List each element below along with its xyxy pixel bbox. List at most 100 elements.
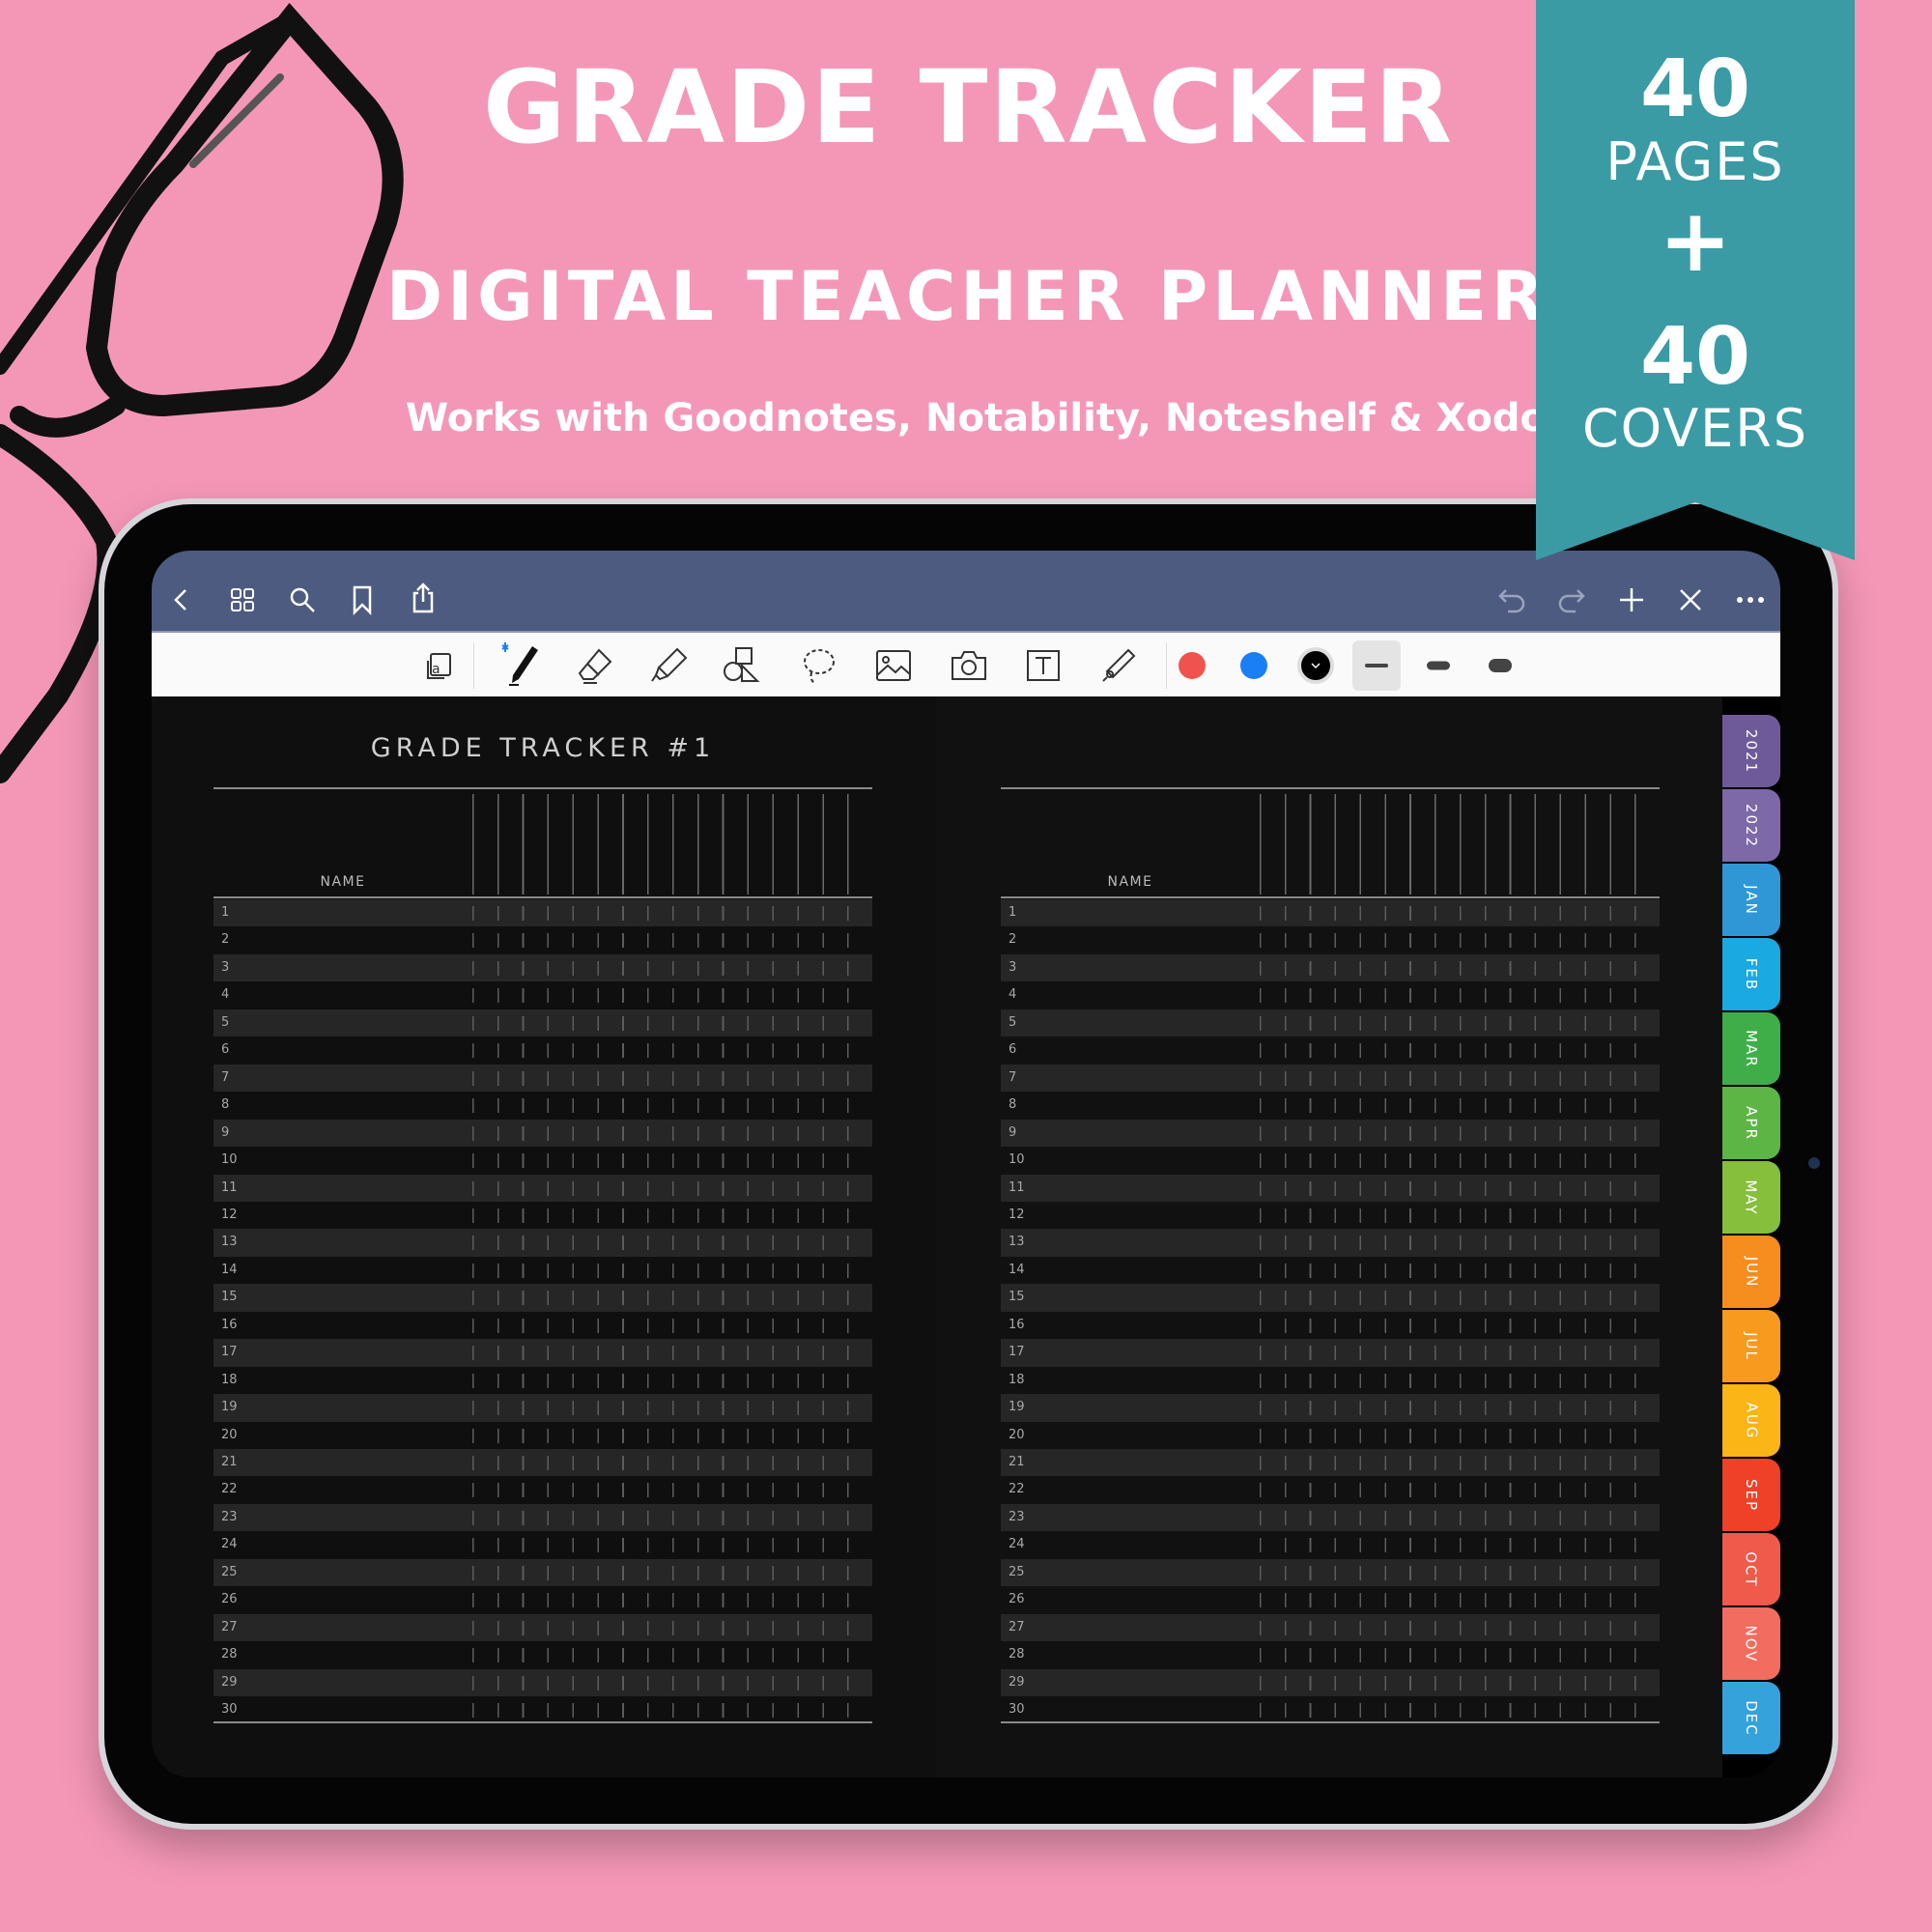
grade-cells[interactable] (1260, 1620, 1660, 1635)
table-row[interactable]: 1 (1001, 899, 1660, 927)
read-mode-icon[interactable]: a (423, 649, 456, 682)
table-row[interactable]: 19 (1001, 1394, 1660, 1422)
grade-cells[interactable] (472, 1153, 872, 1169)
table-row[interactable]: 3 (1001, 953, 1660, 982)
grade-cells[interactable] (472, 1401, 872, 1416)
thickness-thick[interactable] (1489, 659, 1512, 672)
grade-cells[interactable] (472, 1208, 872, 1223)
thickness-thin-selected[interactable] (1352, 640, 1401, 691)
grade-cells[interactable] (1260, 1208, 1660, 1223)
table-row[interactable]: 12 (213, 1202, 872, 1229)
table-row[interactable]: 30 (1001, 1696, 1660, 1723)
grade-cells[interactable] (1260, 1043, 1660, 1059)
grade-cells[interactable] (472, 1538, 872, 1553)
table-row[interactable]: 14 (213, 1257, 872, 1284)
table-row[interactable]: 9 (1001, 1119, 1660, 1148)
grade-cells[interactable] (472, 1510, 872, 1525)
table-row[interactable]: 19 (213, 1394, 872, 1422)
table-row[interactable]: 30 (213, 1696, 872, 1723)
table-row[interactable]: 22 (1001, 1476, 1660, 1503)
table-row[interactable]: 12 (1001, 1202, 1660, 1229)
table-row[interactable]: 13 (1001, 1229, 1660, 1257)
tab-oct[interactable]: OCT (1722, 1533, 1780, 1605)
grade-cells[interactable] (472, 1070, 872, 1086)
eraser-icon[interactable] (576, 646, 614, 685)
table-row[interactable]: 25 (213, 1558, 872, 1587)
table-row[interactable]: 8 (213, 1092, 872, 1119)
grade-cells[interactable] (472, 1703, 872, 1719)
grade-cells[interactable] (472, 1648, 872, 1663)
grade-cells[interactable] (472, 1456, 872, 1470)
table-row[interactable]: 24 (213, 1531, 872, 1558)
table-row[interactable]: 28 (1001, 1641, 1660, 1668)
pen-icon[interactable] (497, 640, 540, 687)
tab-2021[interactable]: 2021 (1722, 715, 1780, 787)
table-row[interactable]: 20 (213, 1422, 872, 1449)
tab-aug[interactable]: AUG (1722, 1384, 1780, 1457)
laser-pointer-icon[interactable] (1099, 646, 1138, 685)
table-row[interactable]: 6 (1001, 1037, 1660, 1064)
tab-sep[interactable]: SEP (1722, 1459, 1780, 1531)
tab-nov[interactable]: NOV (1722, 1607, 1780, 1680)
grade-cells[interactable] (1260, 1070, 1660, 1086)
more-icon[interactable] (1735, 595, 1766, 605)
table-row[interactable]: 8 (1001, 1092, 1660, 1119)
grade-cells[interactable] (1260, 1346, 1660, 1361)
table-row[interactable]: 3 (213, 953, 872, 982)
shapes-icon[interactable] (723, 646, 761, 685)
table-row[interactable]: 7 (213, 1064, 872, 1093)
grade-cells[interactable] (1260, 906, 1660, 921)
tab-feb[interactable]: FEB (1722, 938, 1780, 1010)
thickness-medium[interactable] (1427, 661, 1450, 670)
grade-cells[interactable] (472, 1318, 872, 1333)
tab-may[interactable]: MAY (1722, 1161, 1780, 1234)
table-row[interactable]: 16 (1001, 1312, 1660, 1339)
search-icon[interactable] (288, 585, 317, 614)
tab-jul[interactable]: JUL (1722, 1310, 1780, 1382)
table-row[interactable]: 25 (1001, 1558, 1660, 1587)
bookmark-icon[interactable] (348, 584, 377, 615)
table-row[interactable]: 4 (213, 981, 872, 1009)
grade-cells[interactable] (1260, 1236, 1660, 1251)
color-blue-swatch[interactable] (1240, 652, 1267, 679)
grade-cells[interactable] (472, 1180, 872, 1196)
grade-cells[interactable] (1260, 1153, 1660, 1169)
table-row[interactable]: 6 (213, 1037, 872, 1064)
grade-cells[interactable] (1260, 1373, 1660, 1388)
grade-cells[interactable] (472, 1098, 872, 1114)
grade-cells[interactable] (472, 1620, 872, 1635)
grade-cells[interactable] (1260, 1180, 1660, 1196)
grade-cells[interactable] (472, 1565, 872, 1580)
grade-cells[interactable] (1260, 1125, 1660, 1141)
table-row[interactable]: 15 (1001, 1284, 1660, 1312)
grade-cells[interactable] (472, 906, 872, 921)
tab-mar[interactable]: MAR (1722, 1012, 1780, 1085)
grade-cells[interactable] (1260, 1428, 1660, 1443)
close-icon[interactable] (1676, 585, 1705, 614)
grade-cells[interactable] (1260, 933, 1660, 949)
grade-cells[interactable] (1260, 1401, 1660, 1416)
grade-cells[interactable] (1260, 1675, 1660, 1690)
image-icon[interactable] (874, 648, 913, 683)
color-red-swatch[interactable] (1179, 652, 1206, 679)
table-row[interactable]: 11 (1001, 1174, 1660, 1202)
table-row[interactable]: 4 (1001, 981, 1660, 1009)
table-row[interactable]: 20 (1001, 1422, 1660, 1449)
table-row[interactable]: 23 (1001, 1503, 1660, 1532)
tab-apr[interactable]: APR (1722, 1087, 1780, 1159)
grade-cells[interactable] (472, 1043, 872, 1059)
table-row[interactable]: 5 (1001, 1009, 1660, 1037)
grade-cells[interactable] (472, 1291, 872, 1306)
table-row[interactable]: 2 (1001, 926, 1660, 953)
table-row[interactable]: 29 (1001, 1668, 1660, 1697)
table-row[interactable]: 13 (213, 1229, 872, 1257)
tab-jun[interactable]: JUN (1722, 1236, 1780, 1308)
table-row[interactable]: 2 (213, 926, 872, 953)
table-row[interactable]: 5 (213, 1009, 872, 1037)
table-row[interactable]: 9 (213, 1119, 872, 1148)
table-row[interactable]: 27 (1001, 1613, 1660, 1642)
back-icon[interactable] (167, 585, 196, 614)
table-row[interactable]: 17 (1001, 1339, 1660, 1367)
grade-cells[interactable] (472, 1346, 872, 1361)
table-row[interactable]: 24 (1001, 1531, 1660, 1558)
